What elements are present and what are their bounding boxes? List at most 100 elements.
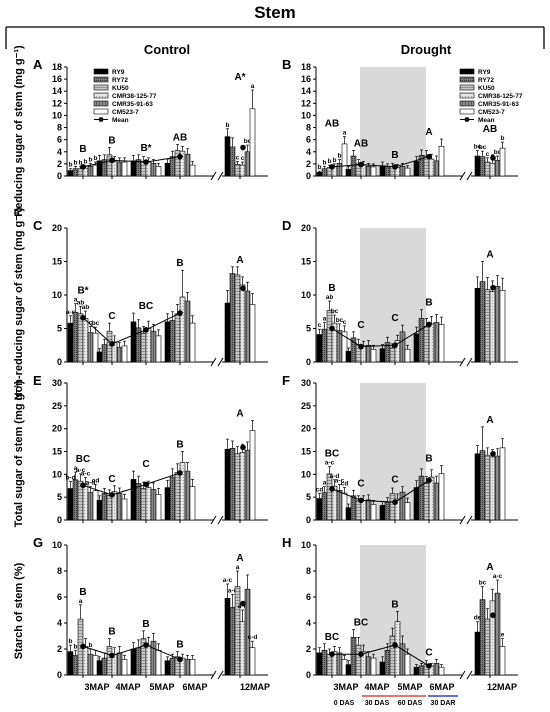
legend-label-cmr35-91-63: CMR35-91-63 — [478, 101, 519, 108]
mean-marker — [329, 651, 335, 657]
axis-break-gap — [462, 172, 471, 180]
bar-letter: a-c — [76, 467, 86, 474]
y-tick-label: 18 — [52, 62, 62, 72]
bar-cmr38-125-77-4map — [360, 500, 367, 521]
bar-letter: bc — [331, 308, 339, 315]
group-letter: BC — [325, 632, 339, 643]
bar-cm523-7-5map — [404, 348, 411, 363]
bar-cm523-7-4map — [370, 504, 377, 521]
group-letter: B — [176, 440, 183, 451]
y-tick-label: 0 — [306, 357, 311, 367]
bar-cm523-7-12map — [499, 147, 506, 177]
bar-ku50-5map — [389, 347, 396, 363]
xlabel-control-5map: 5MAP — [149, 682, 174, 692]
bar-cmr35-91-63-4map — [116, 346, 123, 363]
group-letter: B — [425, 298, 432, 309]
bar-ry9-3map — [67, 170, 74, 177]
legend-label-ry9: RY9 — [112, 69, 125, 76]
bar-letter: b — [79, 159, 83, 166]
legend-swatch-light — [459, 92, 475, 99]
bar-cmr38-125-77-3map — [82, 484, 89, 521]
axis-break-gap — [213, 671, 222, 679]
bar-ry72-3map — [72, 168, 79, 177]
mean-marker — [177, 656, 183, 663]
bar-ry9-6map — [413, 161, 420, 177]
mean-marker — [358, 161, 364, 168]
bar-cmr35-91-63-3map — [87, 653, 94, 676]
bar-ku50-6map — [423, 483, 430, 521]
bar-ku50-4map — [106, 495, 113, 521]
bar-ku50-3map — [77, 313, 84, 363]
bar-cmr35-91-63-12map — [494, 455, 501, 521]
xlabel-drought-5map: 5MAP — [397, 682, 422, 692]
axis-break-gap — [213, 358, 222, 366]
bar-ry9-5map — [130, 479, 137, 521]
panel-letter: F — [282, 373, 290, 388]
axis-break-mark — [466, 670, 473, 680]
bar-letter: c — [318, 322, 322, 329]
bar-cmr38-125-77-6map — [179, 296, 186, 363]
group-letter: A — [486, 415, 493, 426]
bar-letter: b — [328, 158, 332, 165]
mean-marker — [490, 284, 496, 291]
axis-break-gap — [213, 172, 222, 180]
bar-ry72-12map — [229, 448, 236, 521]
bar-letter: b — [89, 156, 93, 163]
bar-ry9-4map — [345, 664, 352, 676]
mean-marker — [358, 651, 364, 657]
y-tick-label: 5 — [306, 324, 311, 334]
legend-label-mean: Mean — [112, 117, 129, 124]
bar-cm523-7-4map — [121, 161, 128, 177]
row-label-starch: Starch of stem (%) — [13, 562, 25, 659]
bar-ry72-6map — [169, 156, 176, 177]
mean-marker — [426, 663, 432, 669]
bar-ry9-3map — [316, 172, 323, 177]
axis-break-gap — [213, 516, 222, 524]
bar-ry9-3map — [316, 334, 323, 363]
mean-marker — [177, 470, 183, 476]
bar-ry9-3map — [67, 488, 74, 521]
bar-cmr35-91-63-6map — [433, 160, 440, 177]
figure-title: Stem — [254, 3, 296, 22]
bar-letter: b — [338, 153, 342, 160]
y-tick-label: 15 — [301, 447, 311, 457]
bar-ry72-6map — [169, 476, 176, 521]
bar-ry72-12map — [479, 450, 486, 521]
bar-cmr35-91-63-5map — [150, 330, 157, 363]
group-letter: B* — [77, 286, 88, 297]
legend-label-mean: Mean — [478, 117, 495, 124]
group-letter: B — [391, 599, 398, 610]
bar-cmr35-91-63-6map — [184, 300, 191, 363]
bar-cmr38-125-77-3map — [82, 646, 89, 676]
bar-cm523-7-6map — [438, 666, 445, 676]
bar-cmr35-91-63-5map — [399, 331, 406, 363]
bar-cm523-7-4map — [121, 345, 128, 363]
bar-cmr38-125-77-12map — [239, 284, 246, 363]
bar-cm523-7-4map — [370, 348, 377, 363]
group-letter: C — [391, 475, 398, 486]
bar-letter: b-d — [65, 475, 75, 482]
group-letter: AB — [325, 119, 339, 130]
legend-label-cm523-7: CM523-7 — [478, 109, 505, 116]
bar-cmr35-91-63-12map — [244, 588, 251, 676]
bar-cm523-7-12map — [499, 646, 506, 676]
axis-break-mark — [210, 515, 217, 525]
bar-ku50-4map — [355, 644, 362, 676]
xlabel-control-12map: 12MAP — [240, 682, 270, 692]
row-label-reducing: Reducing sugar of stem (mg g⁻¹) — [13, 45, 25, 217]
bar-letter: c — [486, 151, 490, 158]
mean-marker — [490, 612, 496, 618]
bar-ry72-12map — [229, 146, 236, 177]
mean-marker — [109, 157, 115, 164]
bar-letter: cd — [316, 487, 324, 494]
group-letter: A — [425, 127, 432, 138]
bar-letter: b — [226, 122, 230, 129]
group-letter: A — [236, 408, 243, 419]
bar-cmr35-91-63-6map — [184, 153, 191, 177]
xlabel-drought-12map: 12MAP — [487, 682, 517, 692]
xlabel-control-6map: 6MAP — [182, 682, 207, 692]
bar-ry72-4map — [350, 495, 357, 521]
mean-marker — [490, 450, 496, 457]
